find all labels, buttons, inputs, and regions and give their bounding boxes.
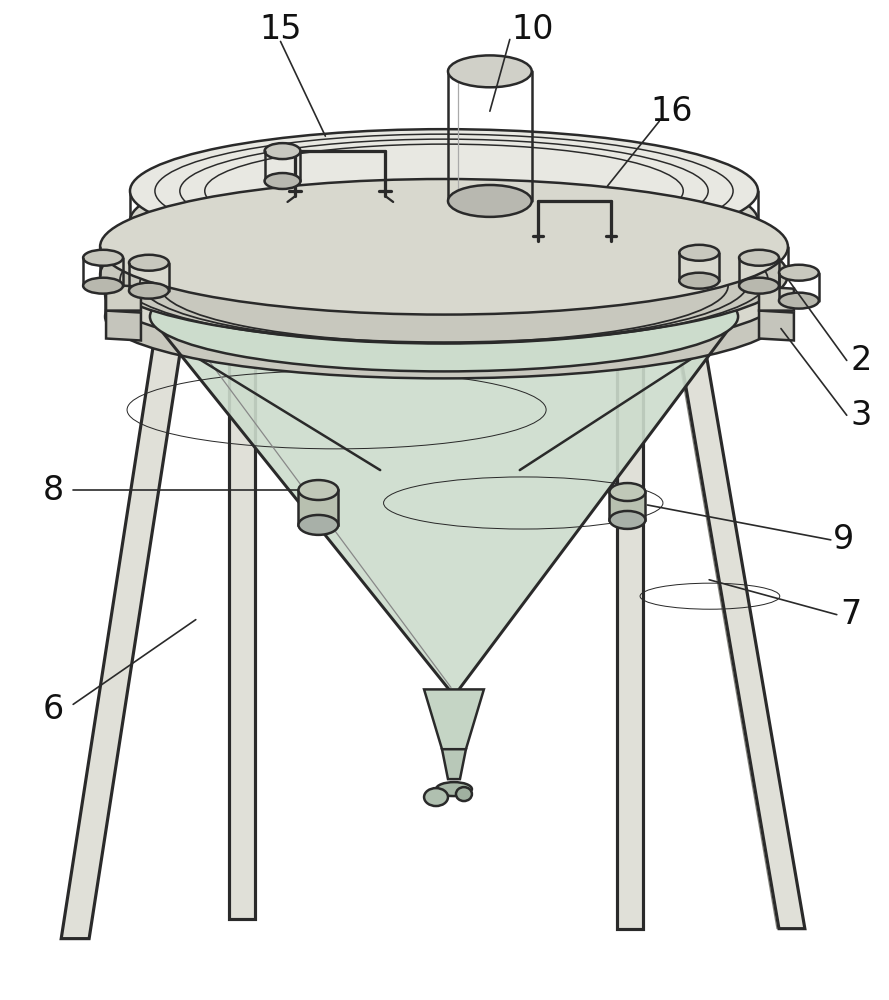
Polygon shape [618,342,644,929]
Text: 2: 2 [850,344,871,377]
Ellipse shape [779,265,819,281]
Ellipse shape [436,782,472,796]
Ellipse shape [84,278,123,294]
Ellipse shape [610,511,645,529]
Polygon shape [442,749,466,779]
Ellipse shape [424,788,448,806]
Ellipse shape [448,55,532,87]
Text: 16: 16 [650,95,693,128]
Ellipse shape [100,179,788,315]
Ellipse shape [130,129,758,253]
Ellipse shape [130,159,758,283]
Polygon shape [679,348,805,929]
Ellipse shape [265,143,300,159]
Ellipse shape [456,787,472,801]
Polygon shape [61,329,184,939]
Text: 6: 6 [43,693,64,726]
Ellipse shape [105,233,783,356]
Ellipse shape [105,255,783,378]
Ellipse shape [100,207,788,342]
Ellipse shape [129,283,169,299]
Ellipse shape [448,185,532,217]
Ellipse shape [610,483,645,501]
Text: 10: 10 [511,13,554,46]
Text: 3: 3 [850,399,871,432]
Ellipse shape [739,278,779,294]
Polygon shape [106,311,141,340]
Ellipse shape [299,515,339,535]
Polygon shape [424,689,484,749]
Ellipse shape [265,173,300,189]
Ellipse shape [679,273,719,289]
Text: 8: 8 [43,474,64,507]
Polygon shape [299,490,339,525]
Ellipse shape [679,245,719,261]
Text: 15: 15 [260,13,301,46]
Ellipse shape [739,250,779,266]
Ellipse shape [150,262,738,371]
Ellipse shape [299,480,339,500]
Polygon shape [759,311,794,340]
Ellipse shape [779,293,819,309]
Polygon shape [610,492,645,520]
Polygon shape [759,287,794,311]
Text: 9: 9 [833,523,854,556]
Ellipse shape [129,255,169,271]
Text: 7: 7 [840,598,861,631]
Polygon shape [228,333,254,919]
Ellipse shape [84,250,123,266]
Polygon shape [150,317,738,689]
Polygon shape [106,285,141,311]
